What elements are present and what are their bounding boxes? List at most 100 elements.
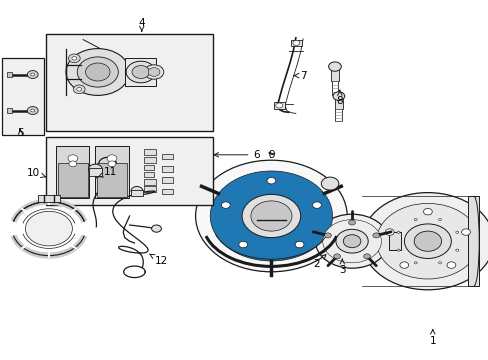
Circle shape (376, 203, 478, 279)
Circle shape (324, 233, 331, 238)
Circle shape (295, 241, 304, 248)
Circle shape (396, 249, 399, 251)
Text: 4: 4 (138, 18, 145, 31)
Bar (46, 34, 212, 131)
Circle shape (77, 87, 81, 91)
Text: 1: 1 (428, 330, 435, 346)
Circle shape (266, 177, 275, 184)
Bar (334, 96, 342, 109)
Circle shape (195, 160, 346, 272)
Circle shape (210, 171, 332, 261)
Circle shape (242, 194, 300, 238)
Circle shape (332, 92, 344, 100)
Bar (2, 58, 44, 135)
Circle shape (461, 229, 469, 235)
Circle shape (132, 66, 149, 78)
Bar (388, 232, 400, 250)
Circle shape (85, 63, 110, 81)
Circle shape (399, 262, 408, 268)
Circle shape (107, 155, 117, 162)
Circle shape (66, 49, 129, 95)
Text: 7: 7 (293, 71, 306, 81)
Circle shape (27, 71, 38, 78)
Circle shape (446, 262, 455, 268)
Circle shape (423, 208, 431, 215)
Bar (88, 168, 102, 176)
Bar (38, 195, 60, 202)
Circle shape (404, 224, 450, 258)
Circle shape (455, 231, 458, 233)
Bar (144, 157, 156, 163)
Bar (144, 149, 156, 155)
Bar (7, 108, 12, 113)
Circle shape (372, 233, 379, 238)
Bar (97, 163, 127, 197)
Circle shape (455, 249, 458, 251)
Bar (144, 186, 156, 192)
Circle shape (396, 231, 399, 233)
Bar (330, 67, 338, 81)
Text: 11: 11 (98, 167, 117, 177)
Circle shape (275, 103, 282, 108)
Circle shape (385, 229, 393, 235)
Circle shape (328, 62, 341, 71)
Text: 2: 2 (313, 255, 325, 269)
Circle shape (68, 54, 80, 63)
Bar (468, 196, 478, 286)
Circle shape (321, 177, 338, 190)
Circle shape (335, 229, 367, 253)
Circle shape (73, 85, 85, 94)
Circle shape (31, 109, 35, 112)
Circle shape (438, 219, 441, 221)
Circle shape (148, 68, 160, 76)
Circle shape (292, 40, 299, 45)
Circle shape (144, 65, 163, 79)
Bar (290, 40, 301, 46)
Bar (144, 165, 154, 170)
Bar (124, 58, 156, 86)
Bar (162, 189, 173, 194)
Circle shape (238, 241, 247, 248)
Circle shape (108, 161, 116, 167)
Bar (46, 137, 212, 205)
Circle shape (131, 186, 142, 195)
Bar (144, 172, 154, 177)
Circle shape (438, 262, 441, 264)
Circle shape (77, 57, 118, 87)
Circle shape (88, 164, 102, 174)
Circle shape (151, 225, 161, 232)
Circle shape (322, 220, 381, 263)
Circle shape (31, 73, 35, 76)
Bar (162, 177, 173, 183)
Circle shape (315, 214, 388, 268)
Circle shape (221, 202, 230, 208)
Circle shape (363, 254, 370, 259)
Circle shape (361, 193, 488, 290)
Circle shape (27, 107, 38, 114)
Circle shape (72, 57, 77, 60)
Text: 8: 8 (336, 90, 343, 106)
Text: 3: 3 (338, 259, 345, 275)
Circle shape (413, 219, 416, 221)
Bar (273, 102, 284, 109)
Circle shape (343, 235, 360, 248)
Text: 10: 10 (27, 168, 45, 178)
Circle shape (348, 220, 355, 225)
Bar (162, 154, 173, 159)
Circle shape (68, 155, 78, 162)
Circle shape (126, 61, 155, 83)
Bar (56, 146, 89, 198)
Text: 5: 5 (17, 128, 24, 138)
Bar (131, 190, 142, 196)
Text: 12: 12 (149, 254, 168, 266)
Text: 6: 6 (214, 150, 260, 160)
Circle shape (25, 211, 72, 246)
Circle shape (333, 254, 340, 259)
Bar (144, 179, 156, 185)
Circle shape (312, 202, 321, 208)
Circle shape (413, 262, 416, 264)
Circle shape (69, 161, 77, 167)
Circle shape (250, 201, 291, 231)
Bar (58, 163, 88, 197)
Bar (162, 166, 173, 172)
